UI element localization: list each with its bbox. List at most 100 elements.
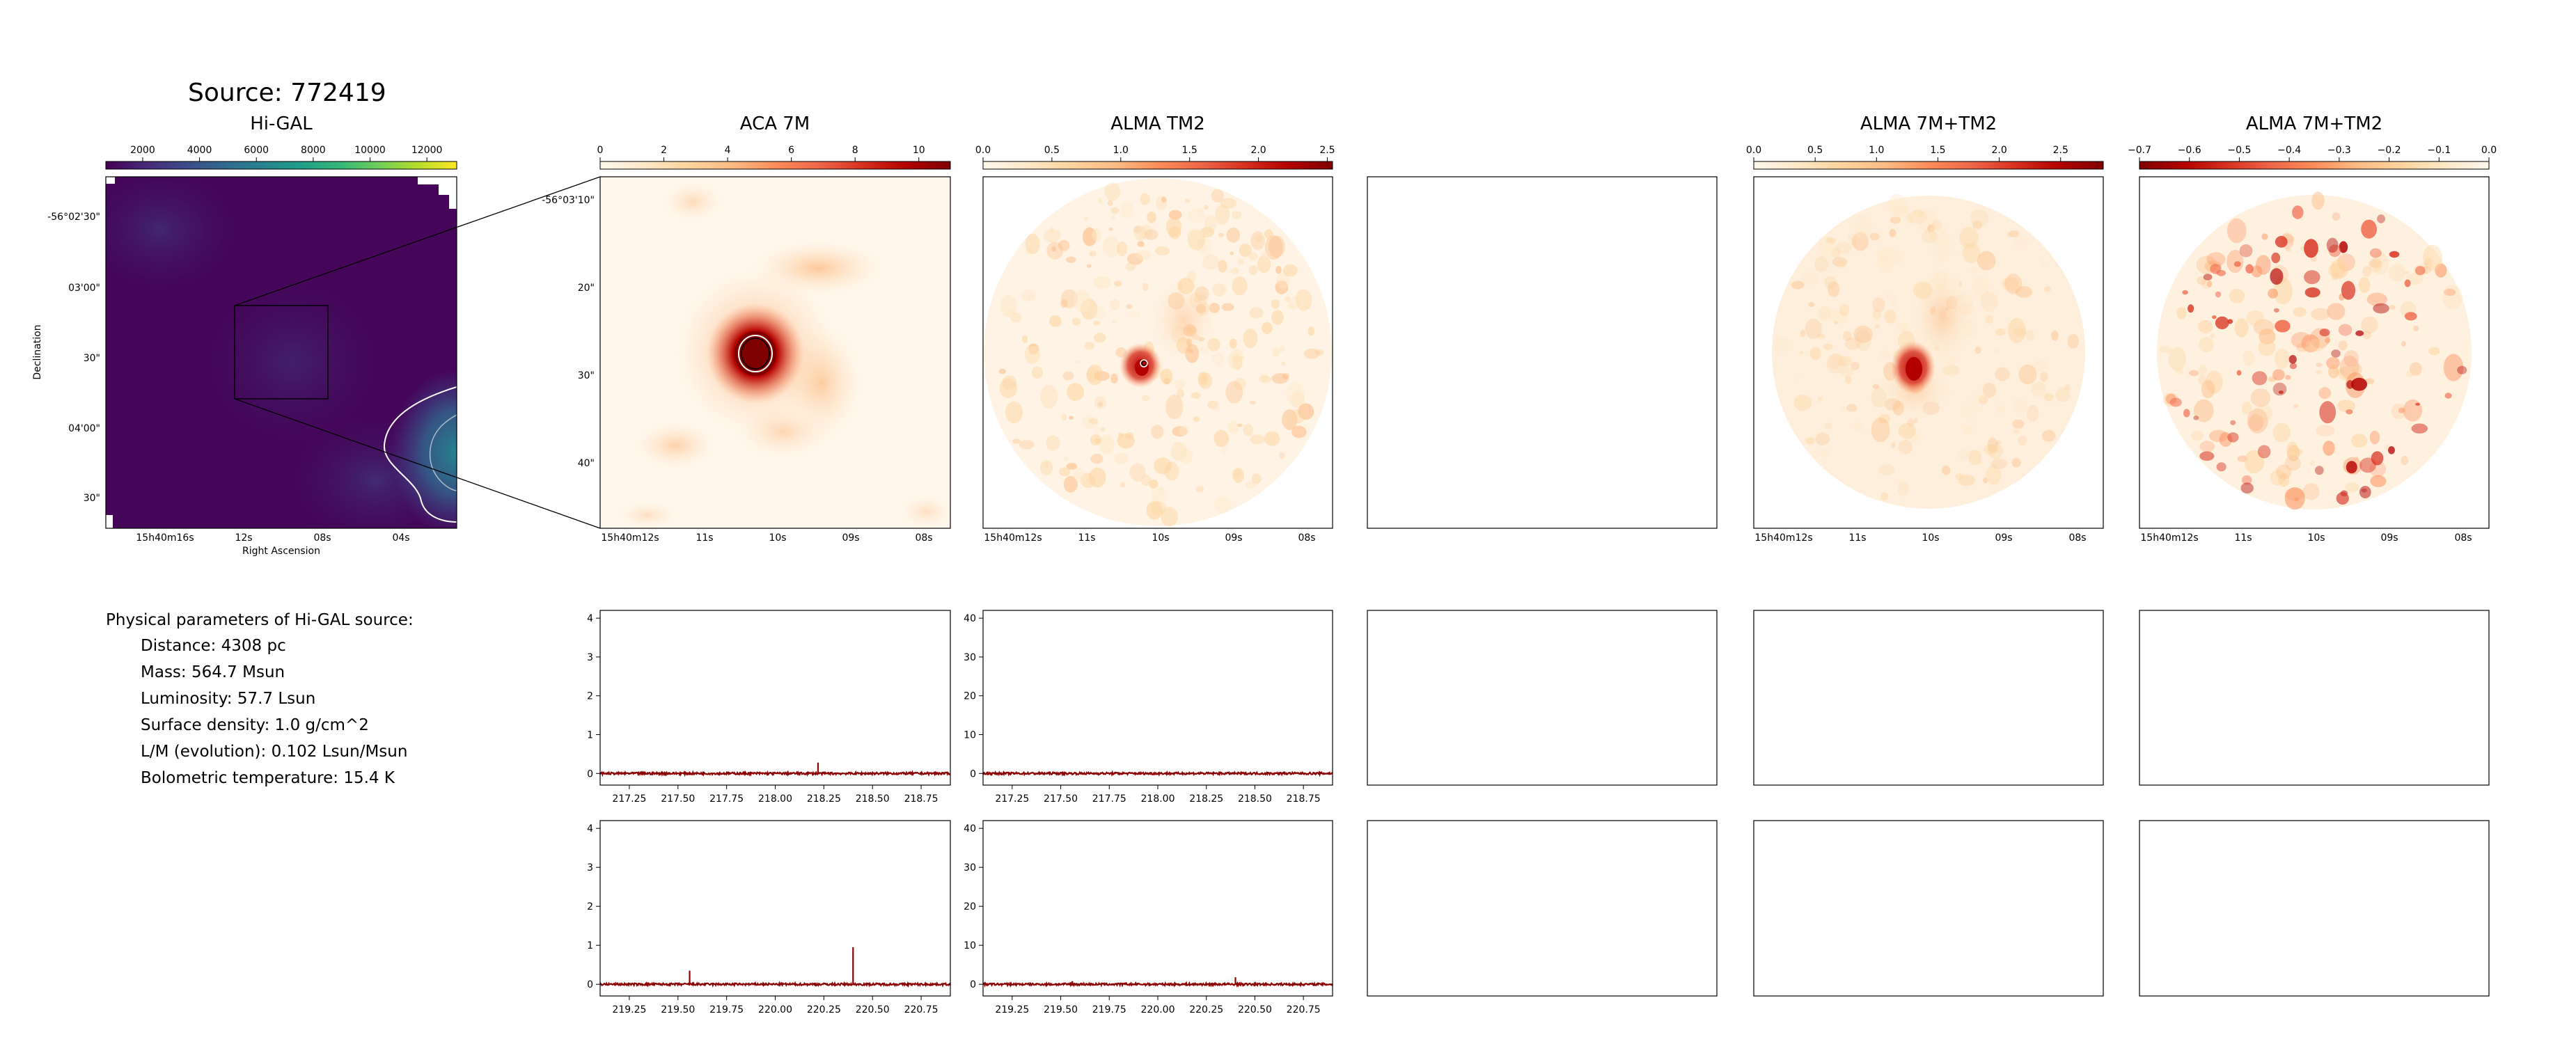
colorbar-ticks: 0.0 0.5 1.0 1.5 2.0 2.5 — [1746, 145, 2068, 161]
y-tick-labels: -56°03'10" 20" 30" 40" — [542, 195, 595, 469]
x-tick-labels: 15h40m16s 12s 08s 04s — [136, 532, 409, 544]
colorbar-tick-label: 2000 — [130, 145, 155, 156]
zoom-box — [234, 305, 329, 400]
param-mass: Mass: 564.7 Msun — [141, 663, 285, 681]
image-map — [984, 178, 1332, 527]
x-tick-label: 220.25 — [807, 1004, 841, 1015]
panel-title: Hi-GAL — [250, 113, 313, 134]
x-tick-label: 219.75 — [1092, 1004, 1126, 1015]
colorbar-ticks: 2000 4000 6000 8000 10000 12000 — [130, 145, 442, 161]
x-tick-label: 218.25 — [807, 793, 841, 805]
zoom-connector-bottom — [234, 398, 601, 529]
colorbar — [105, 161, 457, 170]
colorbar-tick-label: −0.1 — [2427, 145, 2451, 156]
x-tick-label: 11s — [1848, 532, 1866, 544]
colorbar-tick-label: 0.0 — [1746, 145, 1761, 156]
y-tick-label: 0 — [970, 768, 976, 780]
x-tick-label: 12s — [235, 532, 252, 544]
zoom-connector-top — [234, 176, 601, 306]
spectrum-line — [599, 770, 951, 777]
y-axis-label: Declination — [32, 324, 43, 379]
empty-panel — [1367, 820, 1718, 997]
spectrum-alma-tm2-spw1: 217.25 217.50 217.75 218.00 218.25 218.50 218.… — [964, 610, 1333, 805]
y-tick-label: 04'00" — [68, 423, 100, 434]
param-lm-evolution: L/M (evolution): 0.102 Lsun/Msun — [141, 743, 407, 761]
y-tick-label: 30 — [964, 862, 976, 873]
colorbar-tick-label: 6000 — [244, 145, 269, 156]
colorbar — [982, 161, 1333, 170]
x-axis-label: Right Ascension — [242, 546, 320, 557]
y-tick-label: -56°02'30" — [47, 212, 100, 223]
x-tick-labels: 15h40m12s 11s 10s 09s 08s — [601, 532, 932, 544]
colorbar — [2139, 161, 2490, 170]
param-surface-density: Surface density: 1.0 g/cm^2 — [141, 716, 369, 734]
x-tick-label: 219.25 — [995, 1004, 1029, 1015]
y-tick-label: 20" — [578, 283, 595, 294]
colorbar-tick-label: 10000 — [354, 145, 386, 156]
plot-frame — [982, 820, 1333, 997]
y-tick-labels: -56°02'30" 03'00" 30" 04'00" 30" — [47, 212, 100, 504]
x-tick-label: 220.50 — [856, 1004, 890, 1015]
plot-frame — [599, 610, 951, 786]
x-tick-label: 220.75 — [1287, 1004, 1321, 1015]
y-tick-label: 03'00" — [68, 283, 100, 294]
y-tick-label: 20 — [964, 691, 976, 702]
x-tick-label: 15h40m12s — [1754, 532, 1812, 544]
x-tick-label: 04s — [392, 532, 409, 544]
panel-higal: Hi-GAL 2000 4000 6000 8000 10000 12000 15h40m… — [32, 113, 601, 557]
x-tick-label: 08s — [1298, 532, 1315, 544]
colorbar-tick-label: −0.2 — [2378, 145, 2401, 156]
y-tick-label: 40 — [964, 613, 976, 624]
x-tick-label: 11s — [696, 532, 713, 544]
x-tick-label: 08s — [313, 532, 331, 544]
colorbar-tick-label: 4 — [725, 145, 731, 156]
x-tick-label: 09s — [842, 532, 859, 544]
param-luminosity: Luminosity: 57.7 Lsun — [141, 690, 315, 708]
colorbar-tick-label: −0.6 — [2178, 145, 2201, 156]
colorbar — [599, 161, 951, 170]
x-tick-label: 10s — [769, 532, 786, 544]
colorbar-tick-label: 2.5 — [2053, 145, 2068, 156]
x-tick-labels: 15h40m12s 11s 10s 09s 08s — [2140, 532, 2472, 544]
x-tick-label: 220.00 — [758, 1004, 792, 1015]
x-tick-label: 218.75 — [1287, 793, 1321, 805]
x-tick-label: 15h40m12s — [984, 532, 1042, 544]
empty-panel — [1753, 820, 2104, 997]
panel-title: ALMA 7M+TM2 — [1860, 113, 1997, 134]
y-tick-label: 3 — [587, 862, 593, 873]
spectrum-line — [982, 981, 1333, 988]
image-map — [2157, 191, 2472, 510]
colorbar-tick-label: −0.5 — [2227, 145, 2251, 156]
y-tick-label: 0 — [970, 979, 976, 990]
x-tick-label: 220.50 — [1238, 1004, 1272, 1015]
colorbar-tick-label: 4000 — [187, 145, 212, 156]
plot-frame — [1753, 176, 2104, 529]
x-tick-label: 08s — [915, 532, 932, 544]
x-tick-label: 218.75 — [904, 793, 938, 805]
y-tick-label: -56°03'10" — [542, 195, 595, 206]
x-tick-label: 08s — [2068, 532, 2086, 544]
y-tick-label: 0 — [587, 979, 593, 990]
params-heading: Physical parameters of Hi-GAL source: — [106, 611, 414, 629]
x-tick-label: 09s — [1225, 532, 1242, 544]
x-tick-label: 10s — [2307, 532, 2325, 544]
empty-spectrum-panels — [1367, 610, 2490, 997]
spectrum-line — [982, 770, 1333, 777]
noise-speckle — [2159, 191, 2467, 510]
colorbar-ticks: −0.7 −0.6 −0.5 −0.4 −0.3 −0.2 −0.1 0.0 — [2128, 145, 2497, 161]
x-tick-label: 220.00 — [1141, 1004, 1175, 1015]
y-tick-label: 10 — [964, 729, 976, 741]
y-tick-label: 2 — [587, 901, 593, 912]
panel-alma-tm2: ALMA TM2 0.0 0.5 1.0 1.5 2.0 2.5 15h40m12s 11… — [975, 113, 1335, 544]
colorbar-tick-label: 2 — [661, 145, 667, 156]
plot-frame — [105, 176, 457, 529]
spectrum-aca-7m-spw2: 219.25 219.50 219.75 220.00 220.25 220.50 220.… — [587, 820, 952, 1015]
colorbar-tick-label: 10 — [913, 145, 925, 156]
x-tick-label: 218.25 — [1189, 793, 1223, 805]
physical-parameters: Physical parameters of Hi-GAL source: Di… — [106, 611, 414, 787]
panel-title: ALMA 7M+TM2 — [2246, 113, 2382, 134]
y-tick-label: 0 — [587, 768, 593, 780]
source-title: Source: 772419 — [188, 79, 386, 107]
x-tick-label: 08s — [2454, 532, 2472, 544]
x-tick-label: 09s — [2380, 532, 2398, 544]
